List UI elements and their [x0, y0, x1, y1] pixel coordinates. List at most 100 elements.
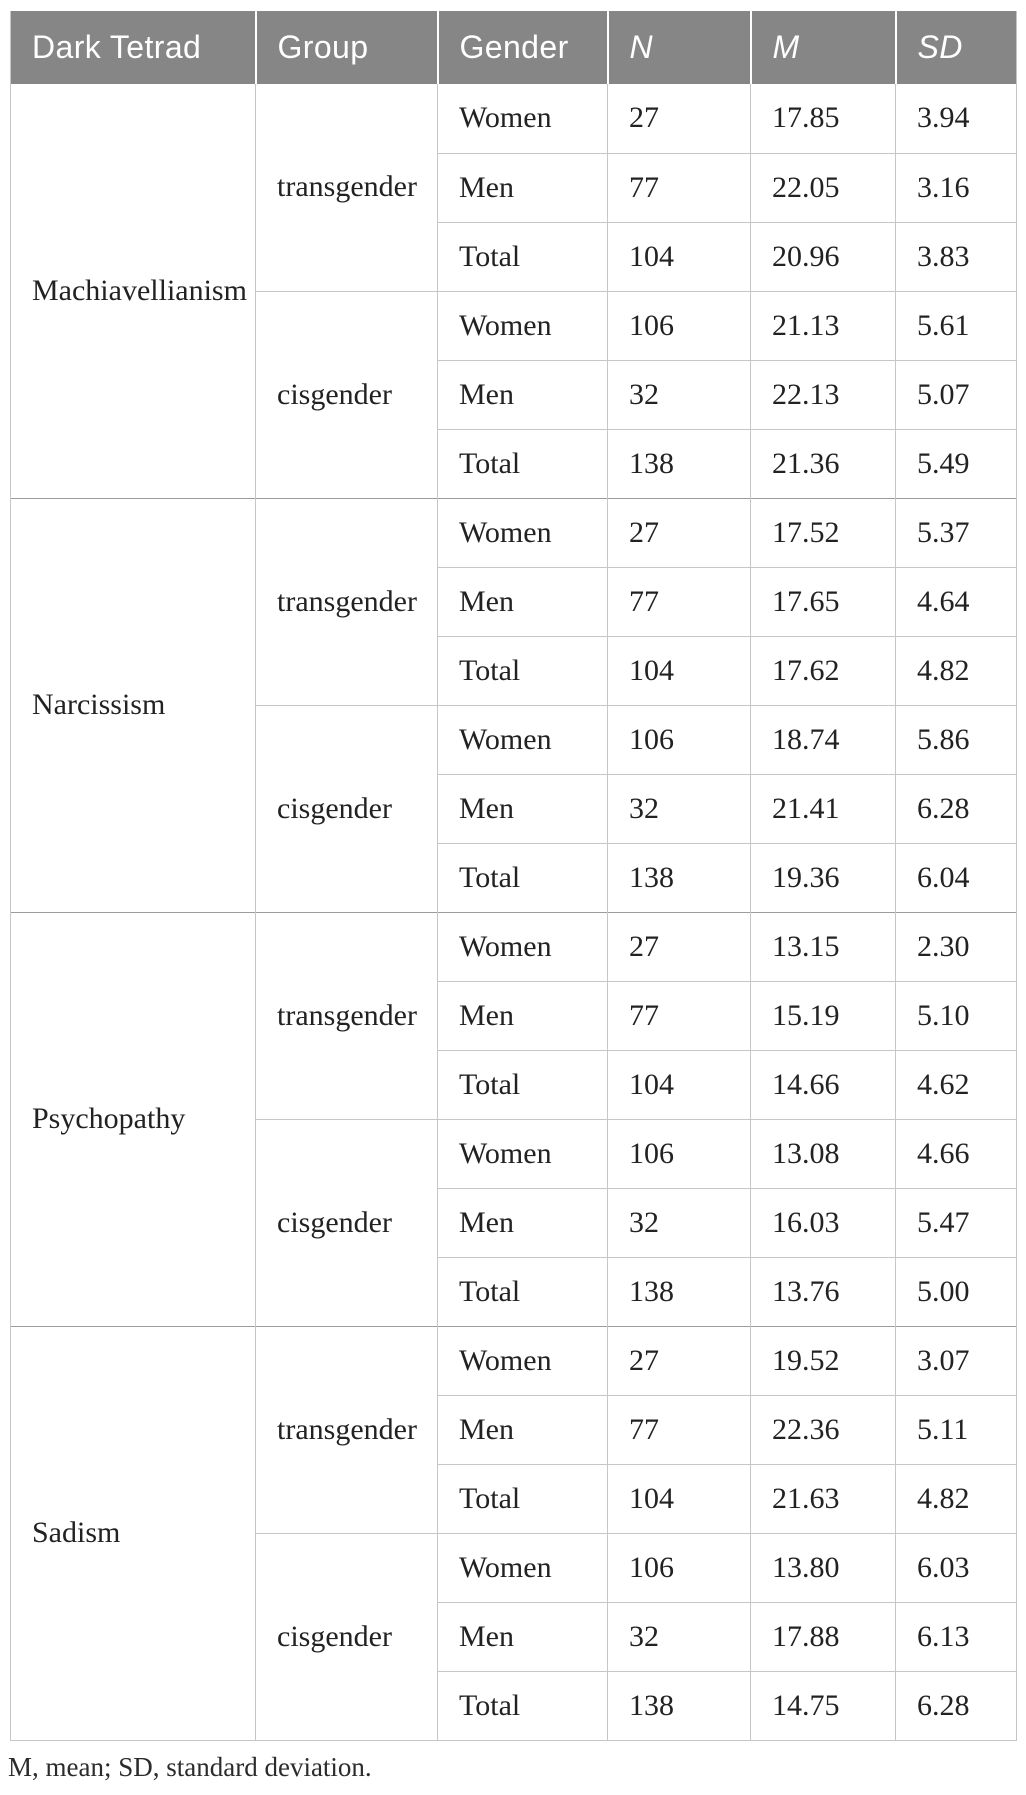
n-cell: 77 [607, 566, 751, 636]
trait-cell: Sadism [10, 1325, 256, 1740]
group-cell: transgender [255, 1325, 438, 1533]
table-row: Total 104 17.62 4.82 [11, 635, 1017, 705]
sd-cell: 5.47 [895, 1187, 1017, 1257]
column-header-group: Group [254, 11, 438, 84]
sd-cell: 5.49 [895, 428, 1017, 498]
m-cell: 17.88 [750, 1601, 896, 1671]
m-cell: 21.13 [750, 290, 896, 360]
table-row: Sadism transgender Women 27 19.52 3.07 [10, 1325, 1017, 1740]
m-cell: 19.36 [750, 842, 896, 912]
group-cell: cisgender [255, 1118, 438, 1326]
m-cell: 17.62 [750, 635, 896, 705]
group-cell: transgender [255, 84, 438, 291]
dark-tetrad-stats-table-wrap: Dark Tetrad Group Gender N M SD Machiave… [10, 11, 1017, 1741]
group-cell: cisgender [255, 290, 438, 498]
m-cell: 21.41 [750, 773, 896, 843]
n-cell: 32 [607, 773, 751, 843]
sd-cell: 6.04 [895, 842, 1017, 912]
sd-cell: 4.64 [895, 566, 1017, 636]
sd-cell: 6.03 [895, 1532, 1017, 1602]
sd-cell: 5.61 [895, 290, 1017, 360]
n-cell: 138 [607, 428, 751, 498]
table-row: Men 32 17.88 6.13 [11, 1601, 1017, 1671]
group-cell: transgender [255, 911, 438, 1119]
m-cell: 22.13 [750, 359, 896, 429]
table-row: cisgender Women 106 18.74 5.86 [11, 704, 1017, 912]
sd-cell: 4.66 [895, 1118, 1017, 1188]
table-row: Machiavellianism transgender Women 27 17.85 3… [10, 84, 1017, 498]
m-cell: 20.96 [750, 221, 896, 291]
table-row: Total 104 14.66 4.62 [11, 1049, 1017, 1119]
table-body: Machiavellianism transgender Women 27 17.85 3… [10, 84, 1017, 1740]
column-header-n: N [606, 11, 751, 84]
gender-cell: Total [437, 221, 608, 291]
n-cell: 106 [607, 1118, 751, 1188]
table-row: Psychopathy transgender Women 27 13.15 2.30 [10, 911, 1017, 1326]
sd-cell: 4.62 [895, 1049, 1017, 1119]
m-cell: 13.80 [750, 1532, 896, 1602]
gender-cell: Men [437, 152, 608, 222]
n-cell: 104 [607, 635, 751, 705]
n-cell: 27 [607, 1325, 751, 1395]
m-cell: 17.52 [750, 497, 896, 567]
dark-tetrad-stats-table: Dark Tetrad Group Gender N M SD Machiave… [10, 11, 1017, 1741]
gender-cell: Total [437, 842, 608, 912]
column-header-m: M [749, 11, 896, 84]
n-cell: 138 [607, 1256, 751, 1326]
gender-cell: Women [437, 704, 608, 774]
table-row: Total 138 21.36 5.49 [11, 428, 1017, 498]
table-row: Men 32 16.03 5.47 [11, 1187, 1017, 1257]
sd-cell: 5.00 [895, 1256, 1017, 1326]
group-cell: cisgender [255, 1532, 438, 1740]
n-cell: 104 [607, 221, 751, 291]
n-cell: 138 [607, 1670, 751, 1740]
group-cell: cisgender [255, 704, 438, 912]
gender-cell: Men [437, 773, 608, 843]
m-cell: 13.08 [750, 1118, 896, 1188]
sd-cell: 3.83 [895, 221, 1017, 291]
sd-cell: 3.94 [895, 84, 1017, 153]
table-row: Total 104 20.96 3.83 [11, 221, 1017, 291]
gender-cell: Men [437, 1394, 608, 1464]
n-cell: 106 [607, 704, 751, 774]
column-header-sd: SD [894, 11, 1017, 84]
n-cell: 77 [607, 980, 751, 1050]
table-row: Men 77 22.36 5.11 [11, 1394, 1017, 1464]
gender-cell: Men [437, 1601, 608, 1671]
m-cell: 22.05 [750, 152, 896, 222]
m-cell: 21.63 [750, 1463, 896, 1533]
gender-cell: Total [437, 428, 608, 498]
sd-cell: 4.82 [895, 1463, 1017, 1533]
sd-cell: 3.16 [895, 152, 1017, 222]
n-cell: 138 [607, 842, 751, 912]
table-header: Dark Tetrad Group Gender N M SD [10, 11, 1017, 84]
table-footnote: M, mean; SD, standard deviation. [8, 1752, 372, 1782]
gender-cell: Total [437, 1256, 608, 1326]
n-cell: 32 [607, 359, 751, 429]
sd-cell: 5.86 [895, 704, 1017, 774]
sd-cell: 5.11 [895, 1394, 1017, 1464]
m-cell: 17.65 [750, 566, 896, 636]
table-row: cisgender Women 106 13.08 4.66 [11, 1118, 1017, 1326]
m-cell: 15.19 [750, 980, 896, 1050]
m-cell: 14.66 [750, 1049, 896, 1119]
gender-cell: Men [437, 359, 608, 429]
gender-cell: Women [437, 497, 608, 567]
sd-cell: 6.28 [895, 1670, 1017, 1740]
trait-cell: Narcissism [10, 497, 256, 912]
m-cell: 19.52 [750, 1325, 896, 1395]
table-row: Men 32 21.41 6.28 [11, 773, 1017, 843]
table-row: Men 77 22.05 3.16 [11, 152, 1017, 222]
gender-cell: Women [437, 1532, 608, 1602]
gender-cell: Women [437, 911, 608, 981]
gender-cell: Women [437, 1325, 608, 1395]
n-cell: 27 [607, 911, 751, 981]
n-cell: 106 [607, 290, 751, 360]
trait-cell: Psychopathy [10, 911, 256, 1326]
n-cell: 27 [607, 497, 751, 567]
gender-cell: Men [437, 566, 608, 636]
trait-cell: Machiavellianism [10, 84, 256, 498]
gender-cell: Women [437, 84, 608, 153]
table-row: Men 77 15.19 5.10 [11, 980, 1017, 1050]
table-row: cisgender Women 106 21.13 5.61 [11, 290, 1017, 498]
